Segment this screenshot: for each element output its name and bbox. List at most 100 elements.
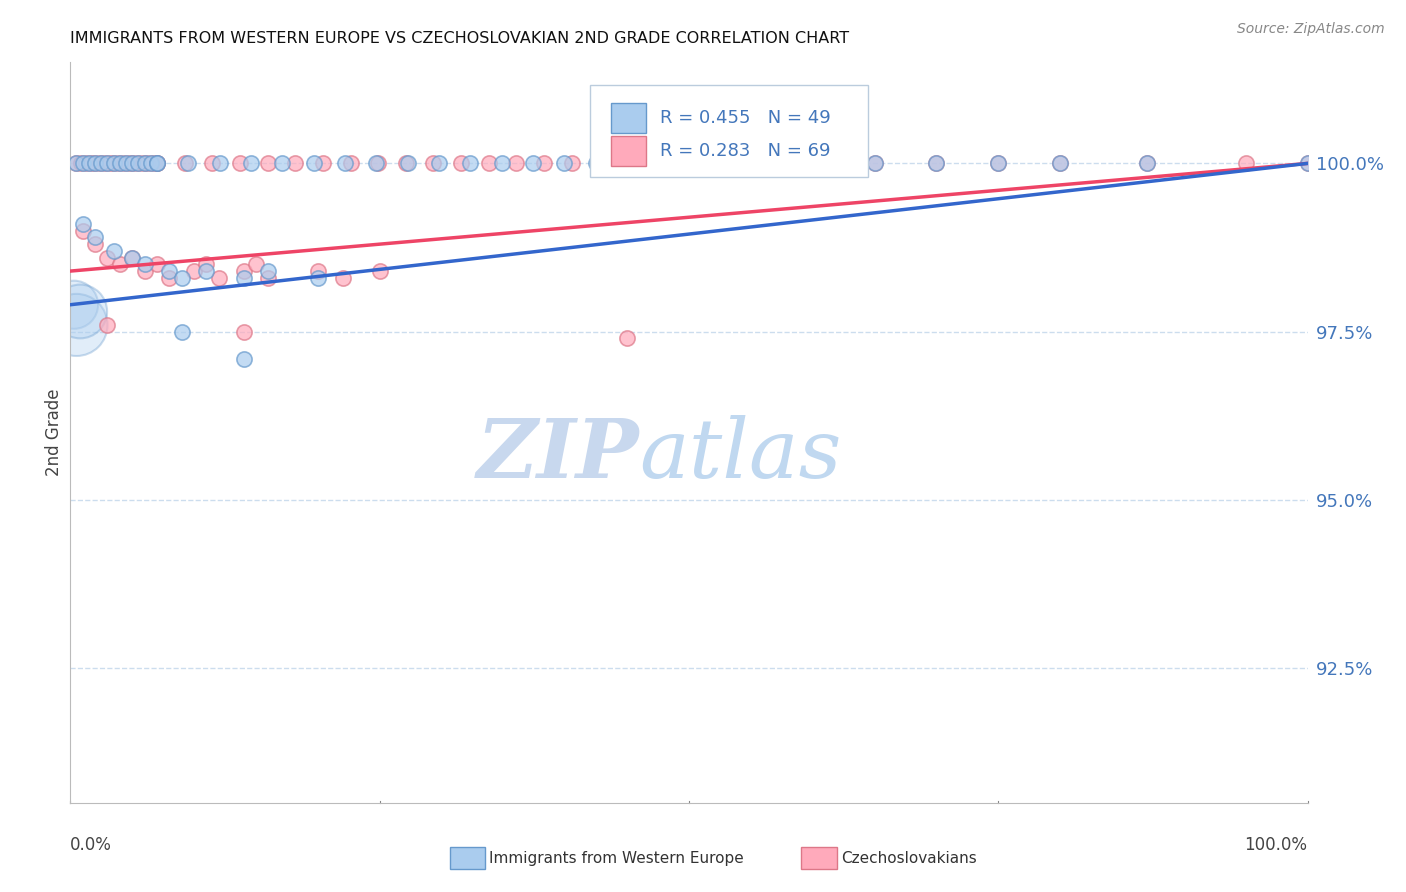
Point	[63, 298, 86, 312]
Point	[72, 156, 94, 170]
Point	[740, 156, 762, 170]
Point	[77, 156, 100, 170]
FancyBboxPatch shape	[591, 85, 869, 178]
Point	[284, 156, 307, 170]
Point	[232, 264, 254, 278]
Point	[505, 156, 527, 170]
Point	[89, 156, 111, 170]
Point	[678, 156, 700, 170]
Bar	[612, 103, 645, 133]
Point	[863, 156, 886, 170]
Point	[108, 257, 131, 271]
Point	[117, 156, 139, 170]
Point	[96, 156, 118, 170]
Point	[239, 156, 262, 170]
Text: R = 0.283   N = 69: R = 0.283 N = 69	[661, 143, 831, 161]
Text: IMMIGRANTS FROM WESTERN EUROPE VS CZECHOSLOVAKIAN 2ND GRADE CORRELATION CHART: IMMIGRANTS FROM WESTERN EUROPE VS CZECHO…	[70, 31, 849, 46]
Point	[395, 156, 418, 170]
Text: ZIP: ZIP	[477, 415, 640, 495]
Point	[70, 156, 93, 170]
Point	[72, 217, 94, 231]
Point	[121, 156, 143, 170]
Point	[367, 156, 389, 170]
Point	[136, 156, 159, 170]
Point	[75, 156, 97, 170]
Point	[245, 257, 267, 271]
Point	[65, 156, 87, 170]
Point	[422, 156, 444, 170]
Point	[79, 156, 101, 170]
Point	[229, 156, 252, 170]
Point	[134, 257, 156, 271]
Point	[146, 156, 169, 170]
Point	[112, 156, 135, 170]
Point	[84, 237, 107, 252]
Point	[103, 156, 125, 170]
Point	[863, 156, 886, 170]
Point	[84, 156, 107, 170]
Point	[312, 156, 335, 170]
Point	[307, 270, 329, 285]
Point	[146, 257, 169, 271]
Point	[98, 156, 121, 170]
Point	[157, 270, 180, 285]
Point	[491, 156, 513, 170]
Point	[561, 156, 583, 170]
Point	[1296, 156, 1319, 170]
Text: atlas: atlas	[640, 415, 842, 495]
Point	[195, 264, 218, 278]
Text: 100.0%: 100.0%	[1244, 837, 1308, 855]
Y-axis label: 2nd Grade: 2nd Grade	[45, 389, 63, 476]
Point	[333, 156, 356, 170]
Point	[103, 156, 125, 170]
Point	[201, 156, 224, 170]
Point	[740, 156, 762, 170]
Point	[146, 156, 169, 170]
Point	[103, 244, 125, 258]
Point	[1136, 156, 1159, 170]
Point	[460, 156, 482, 170]
Point	[121, 251, 143, 265]
Point	[987, 156, 1010, 170]
Text: Czechoslovakians: Czechoslovakians	[841, 851, 977, 865]
Point	[339, 156, 361, 170]
Text: Immigrants from Western Europe: Immigrants from Western Europe	[489, 851, 744, 865]
Point	[65, 156, 87, 170]
Point	[588, 156, 610, 170]
Point	[96, 251, 118, 265]
Point	[332, 270, 354, 285]
Point	[96, 318, 118, 332]
Point	[256, 156, 278, 170]
Point	[183, 264, 205, 278]
Point	[115, 156, 138, 170]
Point	[170, 270, 193, 285]
Point	[232, 270, 254, 285]
Point	[257, 264, 280, 278]
Point	[366, 156, 388, 170]
Text: 0.0%: 0.0%	[70, 837, 112, 855]
Point	[195, 257, 218, 271]
Point	[271, 156, 294, 170]
Point	[170, 325, 193, 339]
Point	[122, 156, 145, 170]
Point	[208, 270, 231, 285]
Point	[127, 156, 149, 170]
Point	[208, 156, 231, 170]
Point	[533, 156, 555, 170]
Point	[478, 156, 501, 170]
Point	[90, 156, 112, 170]
Point	[121, 251, 143, 265]
Point	[616, 156, 638, 170]
Point	[84, 230, 107, 244]
Point	[522, 156, 544, 170]
Point	[616, 331, 638, 345]
Point	[69, 304, 91, 318]
Point	[801, 156, 824, 170]
Point	[232, 325, 254, 339]
Point	[157, 264, 180, 278]
Point	[450, 156, 472, 170]
Point	[585, 156, 607, 170]
Point	[616, 156, 638, 170]
Point	[72, 224, 94, 238]
Point	[232, 351, 254, 366]
